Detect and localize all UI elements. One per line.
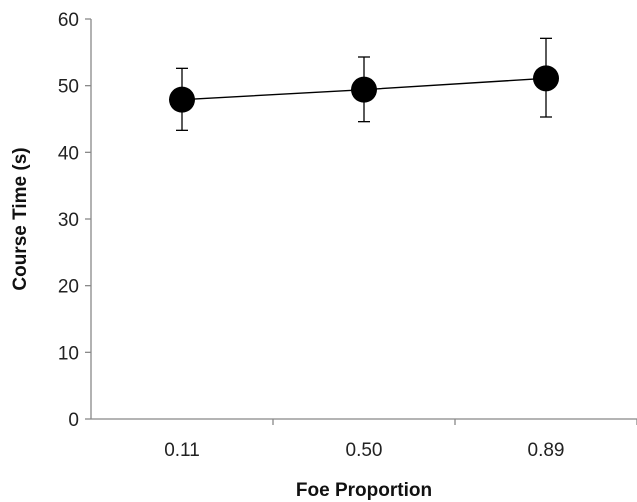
- y-tick-label: 40: [58, 143, 79, 164]
- data-point: [351, 76, 377, 103]
- y-tick-label: 10: [58, 343, 79, 364]
- y-tick-label: 0: [68, 410, 79, 431]
- x-axis-title: Foe Proportion: [296, 480, 432, 501]
- y-tick-label: 30: [58, 210, 79, 231]
- x-tick-label: 0.50: [346, 440, 383, 461]
- y-tick-label: 50: [58, 77, 79, 98]
- series-layer: [169, 37, 559, 131]
- y-tick-label: 60: [58, 10, 79, 31]
- data-point: [533, 65, 559, 92]
- y-axis-title: Course Time (s): [10, 147, 31, 290]
- y-tick-label: 20: [58, 277, 79, 298]
- axes: 0 10 20 30 40 50 60 0.11 0.50 0.89: [58, 10, 637, 461]
- x-tick-label: 0.89: [528, 440, 565, 461]
- data-point: [169, 86, 195, 113]
- x-tick-label: 0.11: [164, 440, 200, 461]
